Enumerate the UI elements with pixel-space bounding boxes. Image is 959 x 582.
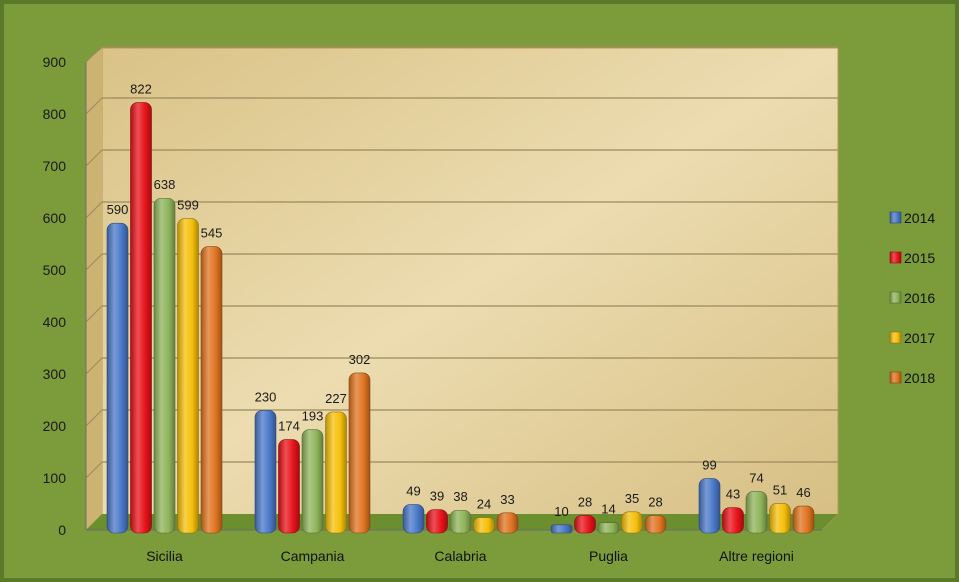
gridline-side [85,461,103,479]
y-tick-label: 200 [43,418,67,434]
bar-2016-altre-regioni [745,491,768,534]
data-label: 638 [154,177,176,192]
data-label: 99 [702,458,716,473]
category-label: Puglia [589,548,628,564]
data-label: 599 [177,198,199,213]
legend-label: 2018 [904,370,935,386]
bar-2016-campania [301,429,324,534]
y-tick-label: 300 [43,366,67,382]
data-label: 302 [349,352,371,367]
gridline-side [85,45,103,63]
bar-2018-sicilia [200,246,223,534]
category-label: Altre regioni [719,548,794,564]
y-tick-label: 700 [43,158,67,174]
category-label: Calabria [434,548,486,564]
data-label: 49 [406,484,420,499]
legend-item-2016: 2016 [889,290,935,306]
legend-swatch [889,371,902,384]
data-label: 39 [430,489,444,504]
category-label: Sicilia [146,548,183,564]
data-label: 46 [796,485,810,500]
legend-item-2015: 2015 [889,250,935,266]
legend-swatch [889,331,902,344]
data-label: 227 [325,391,347,406]
y-tick-label: 500 [43,262,67,278]
legend-item-2017: 2017 [889,330,935,346]
gridline-side [85,149,103,167]
bar-2014-campania [254,410,277,534]
gridline-side [85,97,103,115]
data-label: 24 [477,497,491,512]
bar-2017-campania [325,411,347,534]
data-label: 193 [302,409,324,424]
data-label: 28 [578,494,592,509]
data-label: 28 [648,494,662,509]
bar-2014-altre-regioni [698,478,721,534]
y-tick-label: 600 [43,210,67,226]
y-axis: 0 100 200 300 400 500 600 700 800 900 [43,54,67,538]
data-label: 35 [625,491,639,506]
y-tick-label: 900 [43,54,67,70]
y-tick-label: 100 [43,470,67,486]
y-tick-label: 0 [58,522,66,538]
bar-2015-sicilia [130,102,152,534]
bar-2015-calabria [426,509,448,534]
bar-2014-sicilia [106,222,129,534]
side-wall [86,48,102,530]
bar-2016-calabria [449,509,472,534]
x-axis: Sicilia Campania Calabria Puglia Altre regio… [146,548,794,564]
bars [106,102,815,534]
gridline-side [85,409,103,427]
y-tick-label: 400 [43,314,67,330]
data-label: 43 [726,487,740,502]
bar-2016-sicilia [153,197,176,534]
data-label: 38 [453,489,467,504]
gridline-side [85,305,103,323]
data-label: 33 [500,492,514,507]
bar-2017-altre-regioni [769,503,791,534]
category-label: Campania [281,548,345,564]
bar-2018-puglia [644,515,667,534]
legend-item-2014: 2014 [889,210,935,226]
bar-2015-puglia [574,515,596,534]
legend-swatch [889,291,902,304]
bar-2014-puglia [550,524,573,534]
data-label: 822 [130,82,152,97]
gridline-side [85,357,103,375]
gridlines [85,45,838,479]
data-label: 590 [107,202,129,217]
data-label: 74 [749,471,763,486]
gridline-side [85,253,103,271]
bar-2018-calabria [496,512,519,534]
legend-label: 2017 [904,330,935,346]
legend-item-2018: 2018 [889,370,935,386]
data-label: 10 [554,504,568,519]
legend: 2014 2015 2016 2017 2018 [889,210,935,386]
bar-2014-calabria [402,504,425,534]
bar-2017-calabria [473,517,495,534]
bar-2015-altre-regioni [722,507,744,534]
legend-swatch [889,211,902,224]
legend-label: 2015 [904,250,935,266]
legend-swatch [889,251,902,264]
bar-2018-altre-regioni [792,505,815,534]
bar-2016-puglia [597,522,620,534]
bar-2015-campania [278,439,300,534]
data-label: 51 [773,482,787,497]
bar-2017-puglia [621,511,643,534]
legend-label: 2016 [904,290,935,306]
data-label: 14 [601,502,615,517]
data-label: 545 [201,226,223,241]
bar-2018-campania [348,372,371,534]
data-label: 230 [255,389,277,404]
y-tick-label: 800 [43,106,67,122]
gridline-side [85,201,103,219]
data-label: 174 [278,419,300,434]
bar-2017-sicilia [177,218,199,534]
legend-label: 2014 [904,210,935,226]
